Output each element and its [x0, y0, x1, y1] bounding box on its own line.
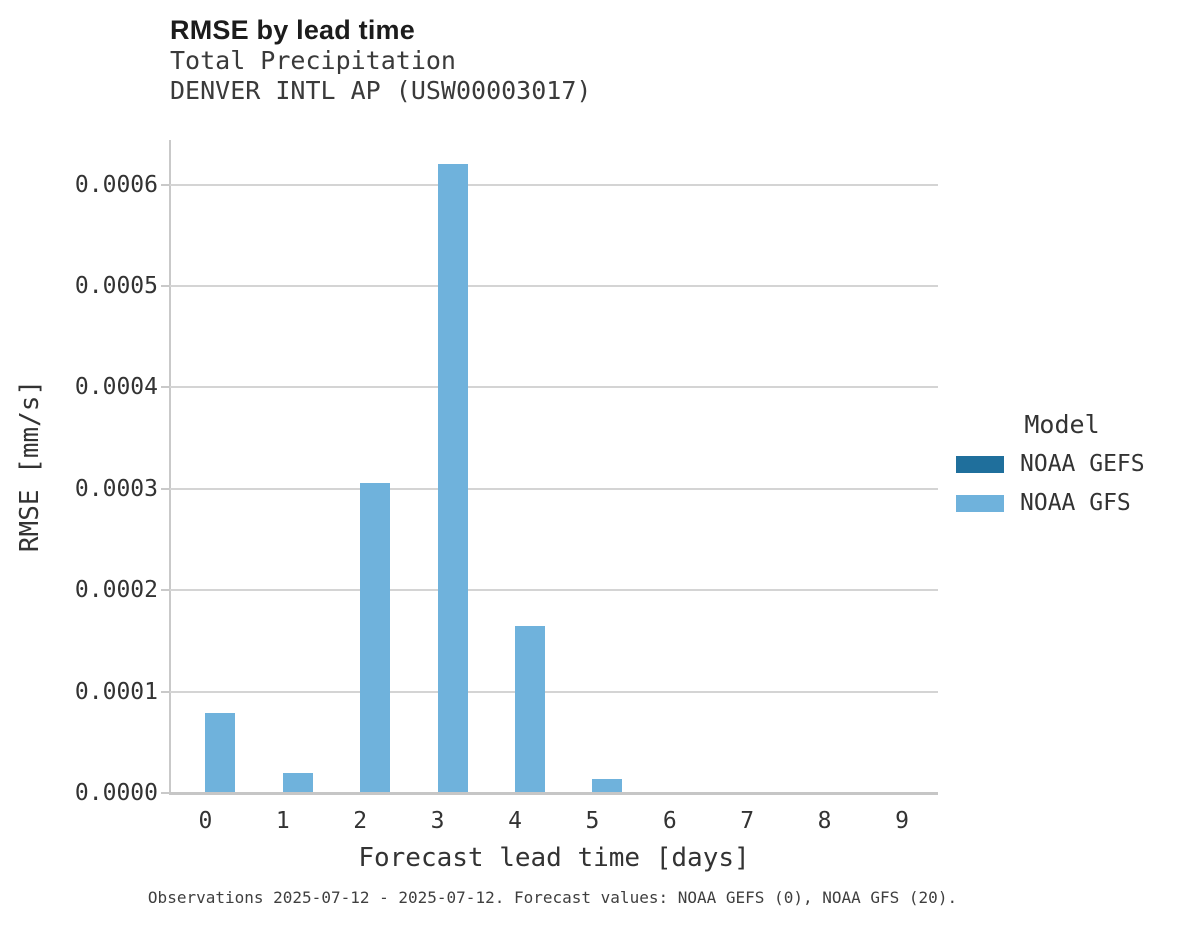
legend-entry-noaa-gfs: NOAA GFS — [956, 490, 1168, 516]
bar-noaa-gfs-day-4 — [515, 625, 545, 793]
y-tick-label-0.0004: 0.0004 — [74, 374, 158, 401]
legend-title: Model — [1024, 410, 1100, 439]
y-tick-mark — [161, 690, 169, 693]
y-tick-mark — [161, 386, 169, 389]
y-tick-label-0.0003: 0.0003 — [74, 475, 158, 502]
gridline-0.0002 — [170, 589, 938, 592]
y-tick-label-0.0006: 0.0006 — [74, 171, 158, 198]
x-tick-label-6: 6 — [662, 808, 677, 834]
legend-label: NOAA GEFS — [1020, 451, 1145, 477]
x-tick-label-9: 9 — [895, 808, 909, 834]
x-tick-label-5: 5 — [585, 808, 600, 834]
bar-noaa-gfs-day-2 — [360, 482, 391, 793]
title-block: RMSE by lead time Total Precipitation DE… — [170, 14, 591, 106]
chart-subtitle-station: DENVER INTL AP (USW00003017) — [170, 76, 592, 105]
legend-entries: NOAA GEFS NOAA GFS — [956, 451, 1168, 516]
bar-noaa-gfs-day-1 — [282, 772, 313, 793]
gridline-0.0005 — [170, 285, 938, 287]
x-axis-line — [170, 792, 938, 795]
y-tick-mark — [161, 792, 169, 794]
y-tick-label-0.0005: 0.0005 — [74, 273, 158, 299]
gridline-0.0006 — [170, 183, 938, 186]
bar-noaa-gfs-day-5 — [592, 778, 623, 793]
chart-subtitle-variable: Total Precipitation — [170, 46, 456, 75]
footer-note: Observations 2025-07-12 - 2025-07-12. Fo… — [147, 888, 958, 907]
y-tick-mark — [161, 589, 169, 592]
x-tick-label-0: 0 — [198, 808, 213, 834]
y-tick-mark — [161, 487, 169, 490]
plot-area — [161, 140, 938, 795]
legend-label: NOAA GFS — [1020, 490, 1131, 516]
y-tick-mark — [161, 285, 169, 287]
x-tick-label-8: 8 — [817, 808, 832, 834]
x-axis-title: Forecast lead time [days] — [358, 843, 750, 873]
x-tick-label-4: 4 — [508, 808, 522, 834]
legend-entry-noaa-gefs: NOAA GEFS — [956, 451, 1168, 477]
x-tick-label-2: 2 — [353, 808, 368, 834]
x-tick-label-7: 7 — [740, 808, 755, 834]
bar-noaa-gfs-day-0 — [205, 712, 236, 793]
y-tick-mark — [161, 183, 169, 186]
gridline-0.0004 — [170, 386, 938, 389]
legend: Model NOAA GEFS NOAA GFS — [956, 410, 1168, 529]
y-tick-label-0.0001: 0.0001 — [74, 678, 158, 705]
x-tick-label-3: 3 — [430, 808, 445, 834]
chart-title: RMSE by lead time — [170, 15, 415, 45]
legend-swatch-icon — [956, 494, 1004, 512]
x-tick-label-1: 1 — [275, 808, 290, 834]
bar-noaa-gfs-day-3 — [437, 164, 468, 793]
y-axis-title: RMSE [mm/s] — [15, 379, 45, 553]
legend-swatch-icon — [956, 455, 1004, 473]
y-tick-label-0.0000: 0.0000 — [74, 780, 158, 806]
gridline-0.0003 — [170, 487, 938, 490]
gridline-0.0001 — [170, 690, 938, 693]
y-tick-label-0.0002: 0.0002 — [74, 577, 158, 604]
y-axis-spine — [169, 140, 171, 795]
